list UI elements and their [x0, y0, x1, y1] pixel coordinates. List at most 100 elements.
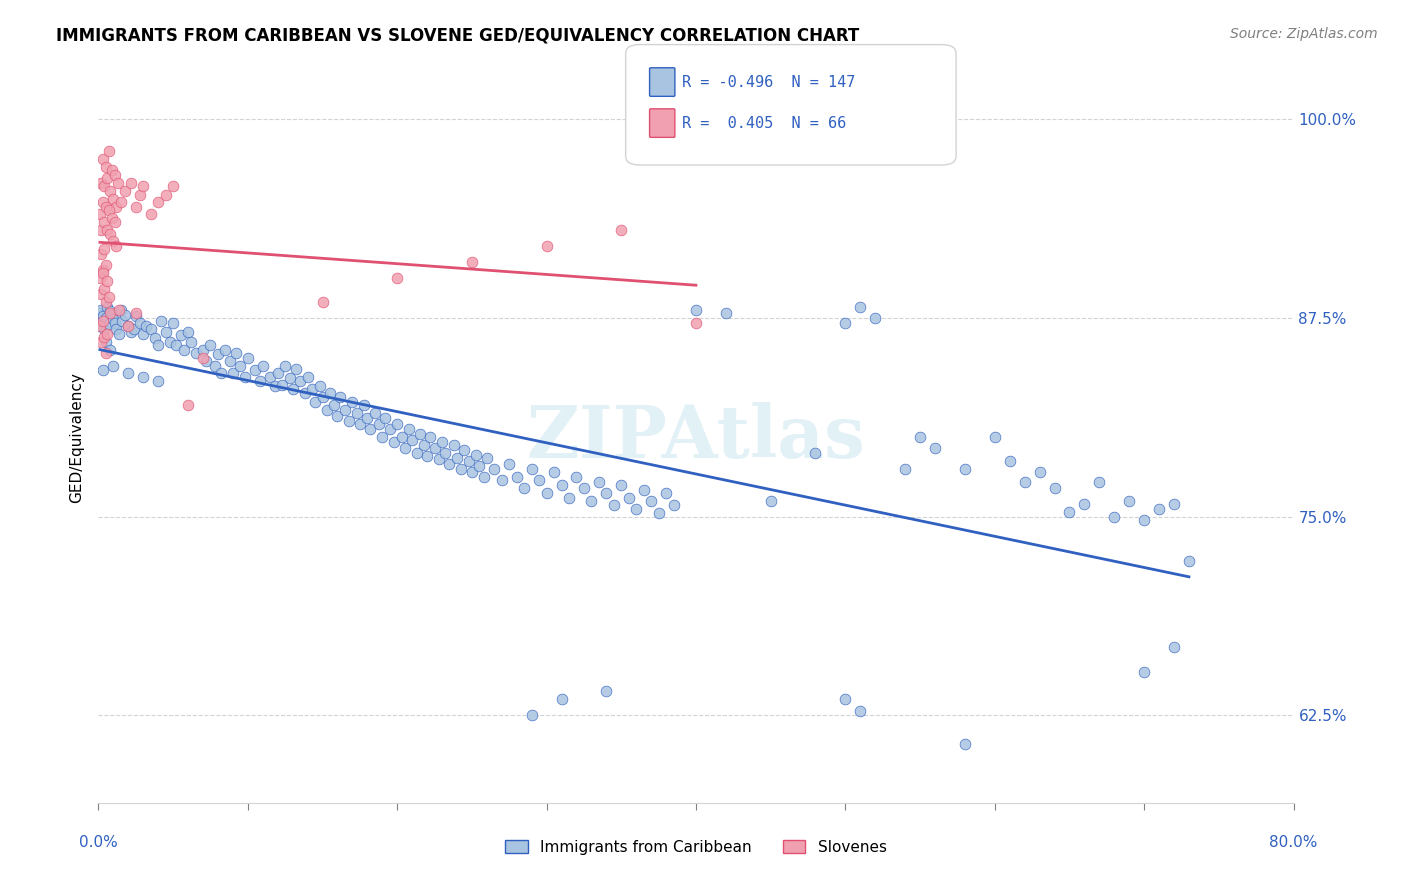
- Point: [475, 450, 498, 465]
- Point: [342, 395, 364, 409]
- Point: [288, 375, 311, 389]
- Point: [214, 343, 236, 357]
- Point: [353, 398, 375, 412]
- Point: [103, 359, 125, 373]
- Point: [849, 300, 872, 314]
- Point: [311, 390, 333, 404]
- Point: [491, 473, 513, 487]
- Point: [96, 170, 118, 185]
- Point: [101, 163, 124, 178]
- Point: [93, 243, 115, 257]
- Point: [439, 457, 461, 471]
- Point: [385, 271, 409, 285]
- Point: [685, 302, 707, 317]
- Point: [90, 223, 112, 237]
- Text: R =  0.405  N = 66: R = 0.405 N = 66: [682, 116, 846, 130]
- Point: [108, 302, 131, 317]
- Point: [267, 367, 290, 381]
- Point: [953, 462, 976, 476]
- Point: [427, 452, 450, 467]
- Point: [603, 499, 626, 513]
- Point: [103, 235, 125, 249]
- Point: [595, 684, 617, 698]
- Point: [356, 411, 378, 425]
- Point: [207, 347, 229, 361]
- Point: [271, 377, 294, 392]
- Point: [165, 338, 187, 352]
- Point: [281, 383, 304, 397]
- Point: [610, 223, 633, 237]
- Point: [297, 369, 319, 384]
- Point: [714, 306, 737, 320]
- Point: [219, 353, 242, 368]
- Point: [148, 338, 170, 352]
- Point: [94, 310, 117, 325]
- Point: [117, 367, 139, 381]
- Point: [114, 308, 136, 322]
- Point: [453, 442, 475, 457]
- Text: R = -0.496  N = 147: R = -0.496 N = 147: [682, 75, 855, 89]
- Point: [1073, 497, 1095, 511]
- Point: [90, 334, 112, 349]
- Text: 0.0%: 0.0%: [79, 835, 118, 849]
- Point: [107, 176, 129, 190]
- Point: [565, 470, 588, 484]
- Point: [458, 454, 481, 468]
- Point: [461, 255, 484, 269]
- Point: [143, 331, 166, 345]
- Point: [98, 304, 122, 318]
- Point: [252, 359, 274, 373]
- Point: [333, 403, 356, 417]
- Point: [953, 737, 976, 751]
- Point: [101, 211, 124, 225]
- Point: [319, 385, 342, 400]
- Point: [346, 406, 368, 420]
- Point: [408, 426, 430, 441]
- Point: [103, 312, 125, 326]
- Point: [465, 448, 488, 462]
- Point: [91, 194, 114, 209]
- Point: [90, 302, 112, 317]
- Point: [93, 330, 115, 344]
- Point: [1133, 513, 1156, 527]
- Point: [105, 200, 128, 214]
- Point: [98, 184, 122, 198]
- Point: [468, 458, 491, 473]
- Point: [543, 465, 565, 479]
- Point: [520, 708, 543, 723]
- Point: [484, 462, 506, 476]
- Point: [278, 371, 301, 385]
- Point: [443, 438, 465, 452]
- Point: [148, 194, 170, 209]
- Point: [103, 192, 125, 206]
- Point: [301, 383, 323, 397]
- Point: [236, 351, 259, 365]
- Point: [94, 294, 117, 309]
- Point: [405, 446, 427, 460]
- Point: [385, 417, 409, 432]
- Point: [1118, 493, 1140, 508]
- Point: [125, 310, 148, 324]
- Point: [527, 473, 550, 487]
- Point: [308, 379, 330, 393]
- Point: [259, 369, 281, 384]
- Point: [98, 343, 122, 357]
- Point: [225, 346, 247, 360]
- Point: [513, 481, 536, 495]
- Point: [1104, 509, 1126, 524]
- Y-axis label: GED/Equivalency: GED/Equivalency: [69, 372, 84, 502]
- Point: [120, 325, 142, 339]
- Point: [89, 318, 111, 333]
- Point: [132, 178, 155, 193]
- Point: [191, 351, 214, 365]
- Point: [263, 379, 285, 393]
- Point: [446, 450, 468, 465]
- Point: [94, 334, 117, 349]
- Point: [159, 334, 181, 349]
- Point: [139, 322, 162, 336]
- Point: [617, 491, 640, 505]
- Point: [759, 493, 782, 508]
- Point: [804, 446, 827, 460]
- Point: [125, 306, 148, 320]
- Point: [339, 414, 361, 428]
